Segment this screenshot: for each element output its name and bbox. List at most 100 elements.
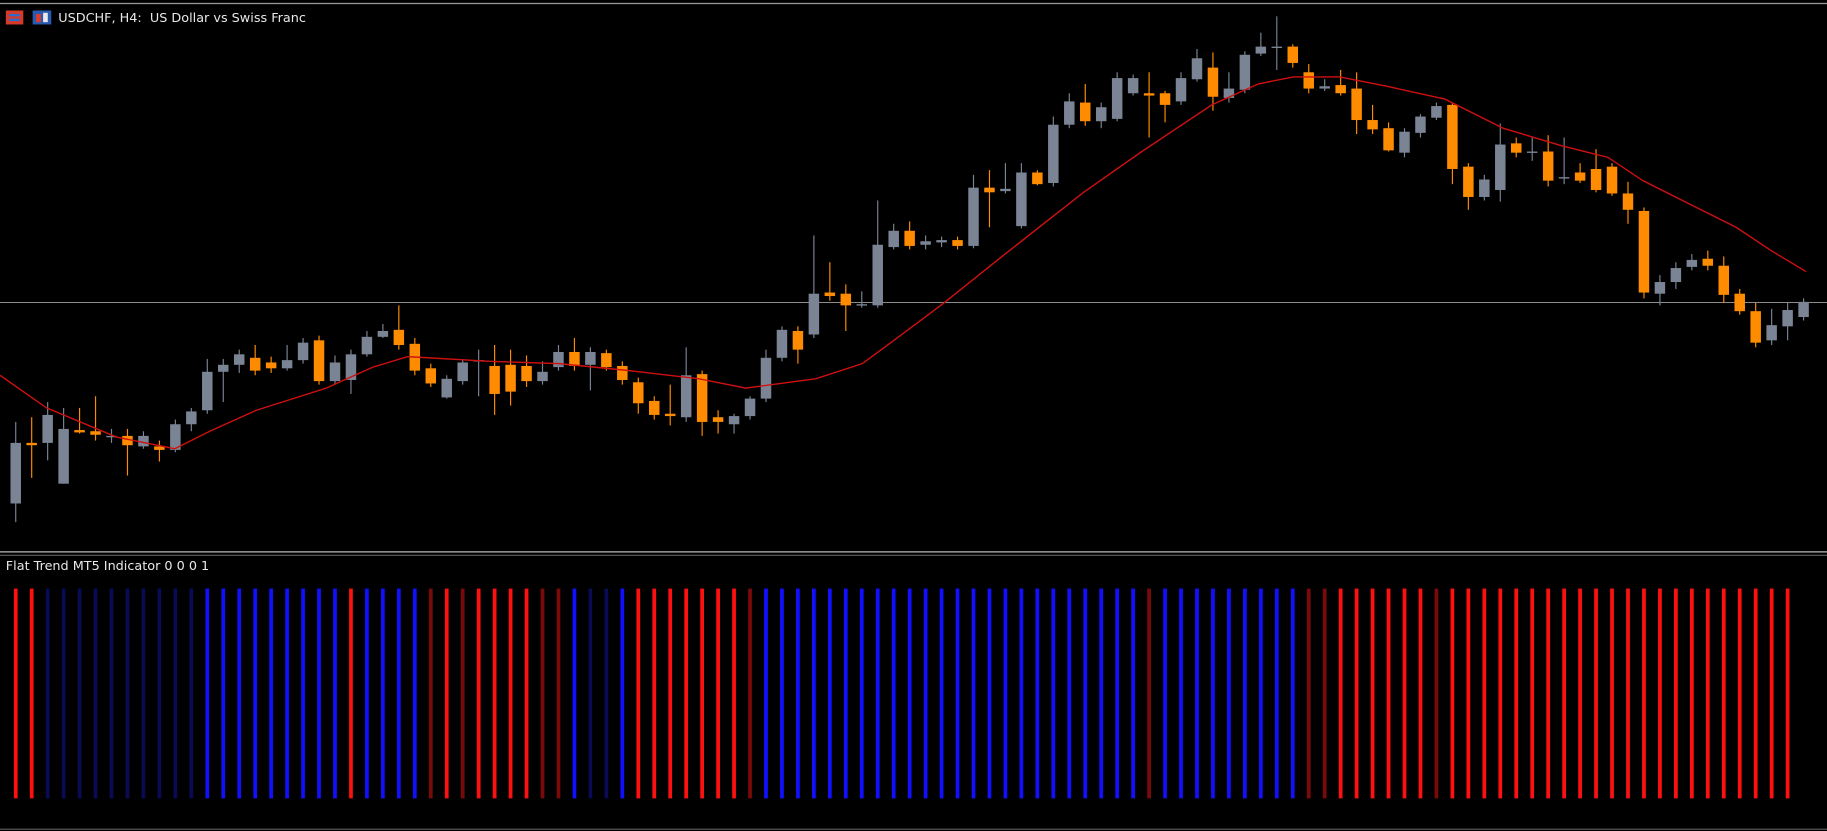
candle-body <box>186 411 197 425</box>
candle-body <box>1511 143 1522 153</box>
indicator-bar <box>1610 588 1614 799</box>
indicator-bar <box>221 588 226 799</box>
indicator-bar <box>205 588 210 799</box>
trade-icon[interactable] <box>32 10 52 25</box>
indicator-bar <box>476 588 481 799</box>
indicator-bar <box>1562 588 1566 799</box>
indicator-bar <box>1626 588 1630 799</box>
indicator-bar <box>1450 588 1455 799</box>
candle-body <box>1542 151 1554 181</box>
candle-body <box>649 400 660 415</box>
indicator-bar <box>1482 588 1487 799</box>
candle-body <box>856 304 868 306</box>
indicator-bar <box>572 588 577 799</box>
chart-icon-detail <box>9 13 20 17</box>
candle-body <box>74 430 85 433</box>
candle-body <box>537 371 548 382</box>
chart-icon-detail <box>9 18 20 21</box>
indicator-bar <box>1019 588 1024 799</box>
indicator-bar <box>29 588 34 799</box>
candle-body <box>1638 210 1650 293</box>
candle-body <box>1463 166 1474 197</box>
indicator-bar <box>1067 588 1072 799</box>
candle-body <box>361 336 373 355</box>
indicator-bar <box>412 588 417 799</box>
indicator-bar <box>1402 588 1407 799</box>
indicator-bar <box>77 588 82 799</box>
indicator-bar <box>1306 588 1311 799</box>
indicator-bar <box>1642 588 1646 799</box>
candle-body <box>776 329 788 358</box>
candle-body <box>106 435 117 438</box>
candle-body <box>984 187 995 193</box>
candle-body <box>1782 310 1793 327</box>
candle-body <box>1239 54 1251 90</box>
candle-body <box>920 241 931 245</box>
indicator-bar <box>748 588 752 799</box>
candle-body <box>601 353 612 368</box>
indicator-bar <box>1689 588 1694 799</box>
indicator-bar <box>620 588 625 799</box>
candle-body <box>1111 78 1123 119</box>
indicator-bar <box>1514 588 1519 799</box>
indicator-bar <box>875 588 880 799</box>
candle-body <box>904 230 915 246</box>
candle-body <box>489 365 500 394</box>
indicator-bar <box>524 588 529 799</box>
candle-body <box>1048 124 1059 183</box>
candle-body <box>1032 172 1043 185</box>
candle-body <box>90 431 101 435</box>
indicator-bar <box>1354 588 1359 799</box>
candle-body <box>1574 172 1586 181</box>
indicator-bar <box>812 588 816 799</box>
chart-icon[interactable] <box>5 10 24 25</box>
candle-body <box>1016 172 1027 227</box>
indicator-bar <box>796 588 800 799</box>
indicator-bar <box>668 588 673 799</box>
indicator-bar <box>349 588 353 799</box>
indicator-bar <box>125 588 130 799</box>
indicator-bar <box>317 588 321 799</box>
candle-body <box>1798 301 1809 318</box>
candle-body <box>1654 282 1666 294</box>
indicator-title: Flat Trend MT5 Indicator 0 0 0 1 <box>6 559 209 574</box>
indicator-bar <box>1003 588 1008 799</box>
indicator-bar <box>907 588 912 799</box>
indicator-panel <box>13 588 1790 799</box>
candle-body <box>1495 144 1506 190</box>
candle-body <box>425 368 437 384</box>
indicator-bar <box>923 588 928 799</box>
indicator-bar <box>173 588 178 799</box>
candle-body <box>1766 325 1777 341</box>
indicator-bar <box>700 588 705 799</box>
candle-body <box>1526 151 1538 153</box>
candle-body <box>808 293 820 335</box>
indicator-bar <box>460 588 465 799</box>
candle-body <box>1383 128 1394 151</box>
candle-body <box>1479 179 1490 197</box>
candle-body <box>1223 88 1235 98</box>
indicator-bar <box>237 588 242 799</box>
indicator-bar <box>1674 588 1678 799</box>
candle-body <box>297 342 309 361</box>
indicator-bar <box>1290 588 1295 799</box>
candle-body <box>1447 104 1458 169</box>
indicator-bar <box>1578 588 1582 799</box>
candle-body <box>377 331 389 337</box>
candle-body <box>1335 85 1346 94</box>
indicator-bar <box>301 588 305 799</box>
candle-body <box>840 293 852 306</box>
indicator-bar <box>1769 588 1774 799</box>
candle-body <box>521 365 532 382</box>
candle-body <box>1431 106 1442 118</box>
candle-body <box>1718 265 1730 295</box>
candle-body <box>1064 101 1075 125</box>
candle-body <box>1159 93 1171 105</box>
candle-body <box>10 442 21 504</box>
candle-body <box>1000 188 1011 192</box>
candle-body <box>1606 166 1618 194</box>
indicator-bar <box>1099 588 1104 799</box>
